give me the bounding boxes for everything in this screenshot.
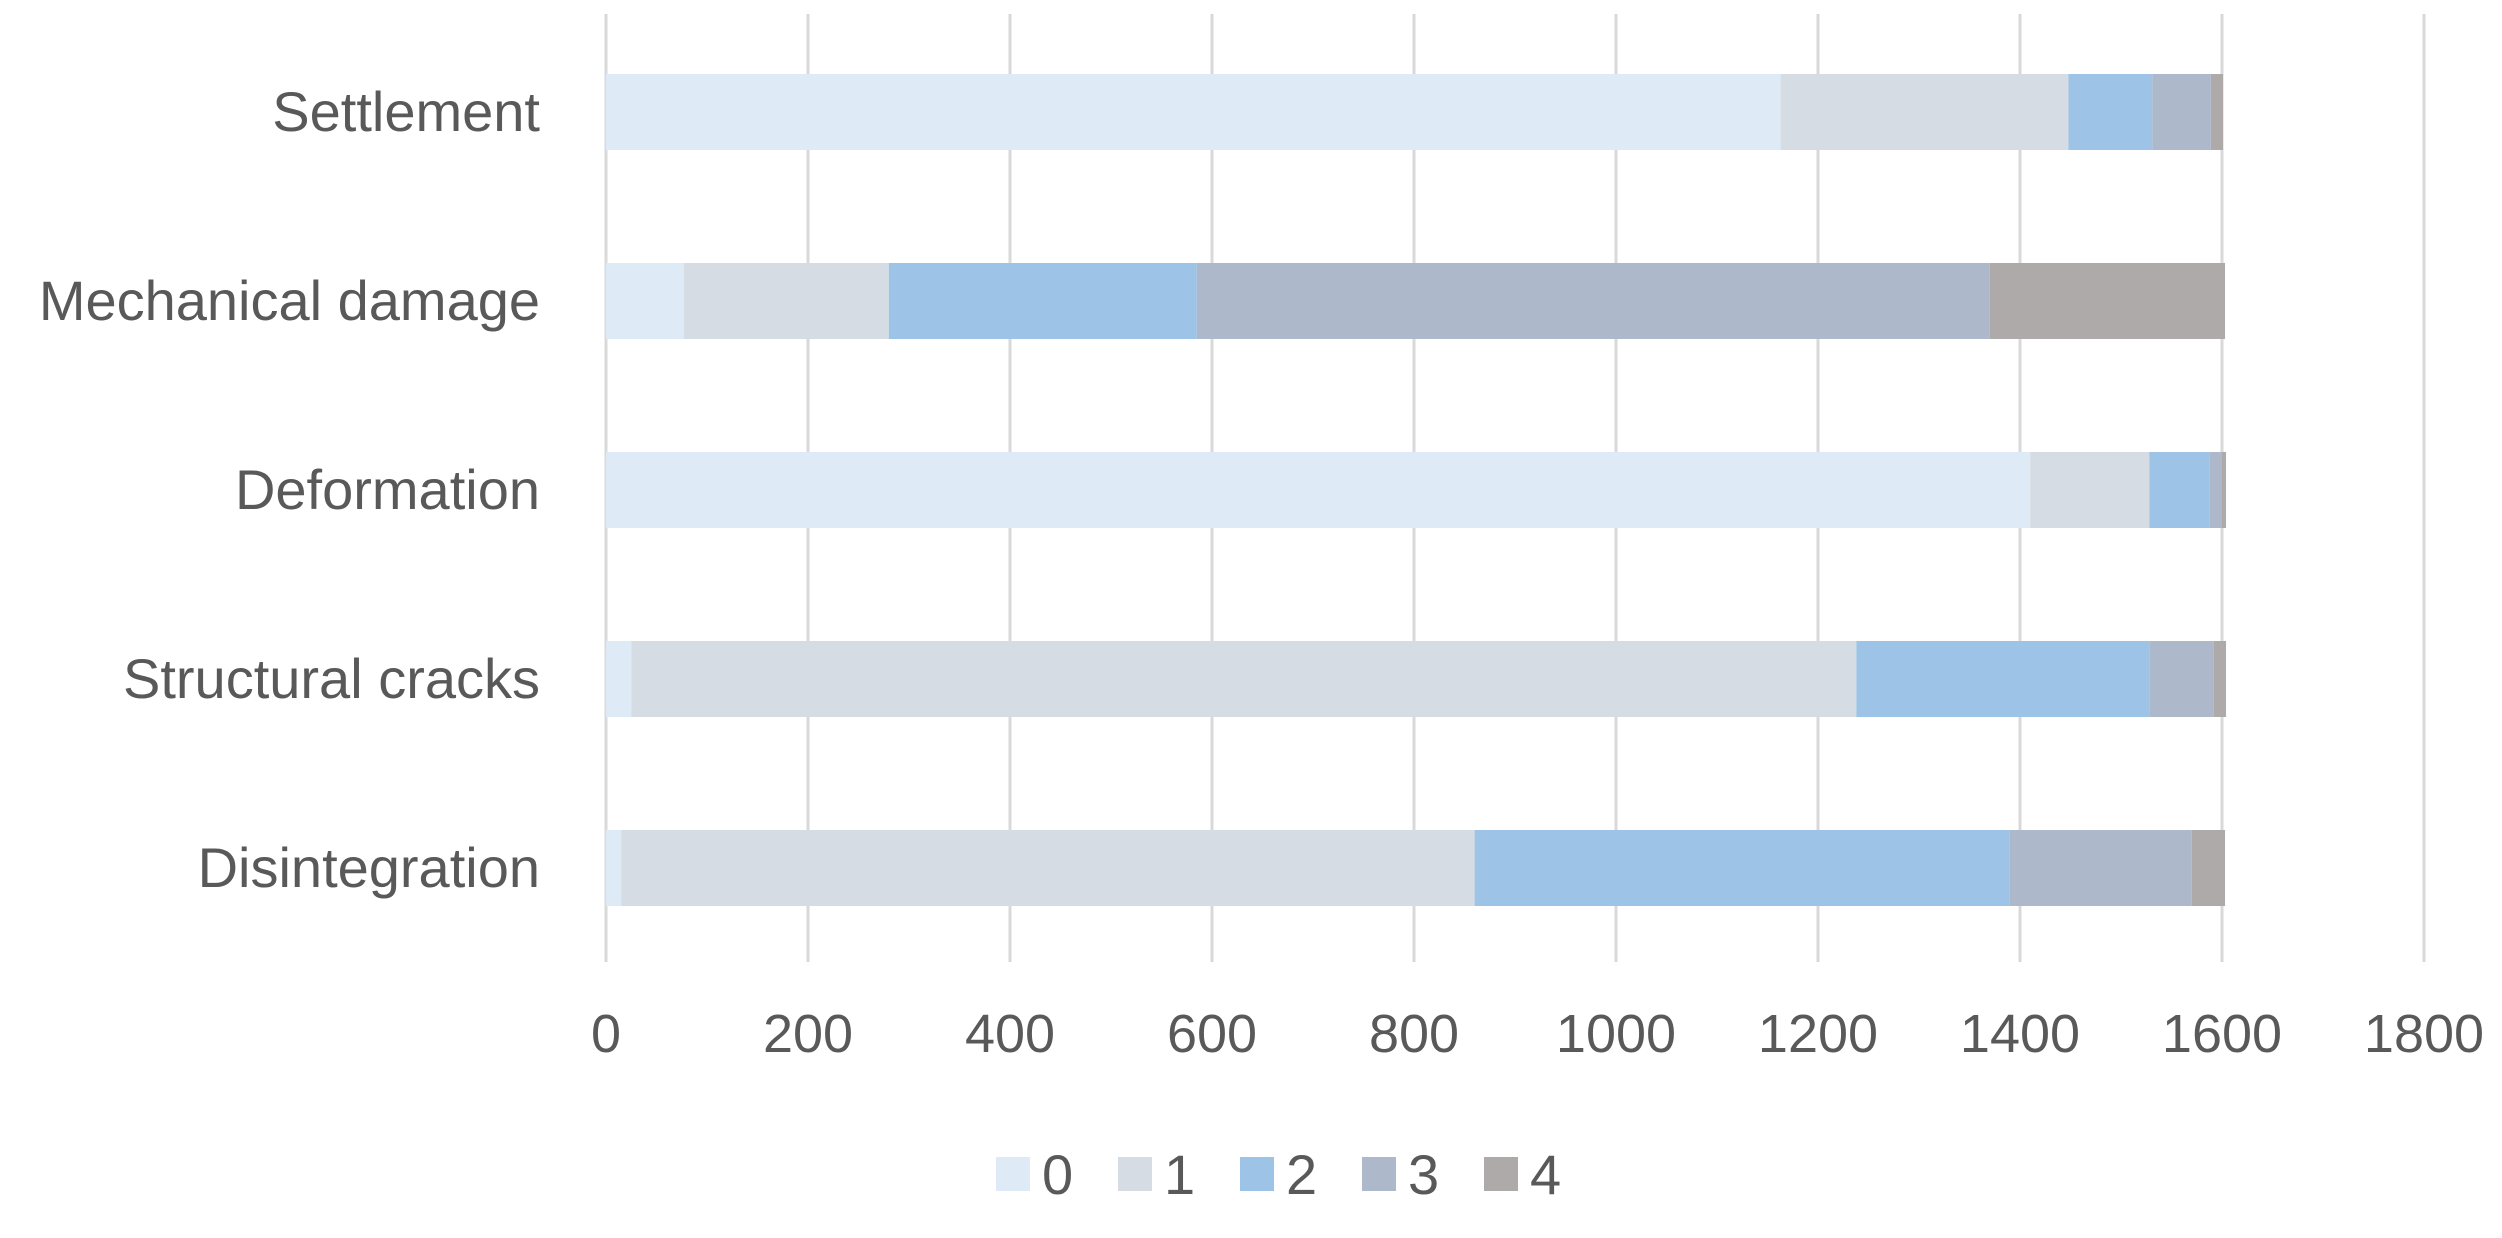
bar-segment-settlement-2	[2068, 74, 2153, 150]
category-label: Disintegration	[198, 836, 540, 899]
x-tick-label: 600	[1167, 1004, 1257, 1064]
x-tick-label: 1600	[2162, 1004, 2282, 1064]
bar-segment-deformation-1	[2030, 452, 2150, 528]
legend: 0 1 2 3 4	[996, 1143, 1561, 1206]
bar-segment-mechanical-damage-4	[1989, 263, 2226, 339]
bar-segment-disintegration-4	[2191, 830, 2226, 906]
bar-segment-settlement-0	[606, 74, 1781, 150]
bar-segment-deformation-3	[2209, 452, 2222, 528]
category-labels: Settlement Mechanical damage Deformation St…	[39, 80, 541, 899]
category-label: Mechanical damage	[39, 269, 540, 332]
bar-segment-settlement-3	[2152, 74, 2211, 150]
legend-swatch-1	[1118, 1157, 1152, 1191]
bar-segment-settlement-1	[1780, 74, 2069, 150]
x-tick-label: 1400	[1960, 1004, 2080, 1064]
x-tick-label: 800	[1369, 1004, 1459, 1064]
x-tick-label: 0	[591, 1004, 621, 1064]
x-tick-label: 1800	[2364, 1004, 2484, 1064]
bar-segment-structural-cracks-1	[631, 641, 1857, 717]
bar-segment-disintegration-0	[606, 830, 622, 906]
bar-segment-structural-cracks-4	[2213, 641, 2227, 717]
bar-segment-mechanical-damage-2	[888, 263, 1197, 339]
legend-label-4: 4	[1530, 1143, 1561, 1206]
bar-segment-mechanical-damage-3	[1196, 263, 1990, 339]
bar-segment-disintegration-2	[1474, 830, 2010, 906]
category-label: Deformation	[235, 458, 540, 521]
legend-swatch-4	[1484, 1157, 1518, 1191]
legend-label-1: 1	[1164, 1143, 1195, 1206]
legend-label-2: 2	[1286, 1143, 1317, 1206]
bar-segment-mechanical-damage-1	[683, 263, 889, 339]
legend-label-0: 0	[1042, 1143, 1073, 1206]
bar-segment-structural-cracks-2	[1856, 641, 2150, 717]
bar-segment-deformation-4	[2222, 452, 2227, 528]
bar-segment-settlement-4	[2210, 74, 2224, 150]
legend-swatch-3	[1362, 1157, 1396, 1191]
bar-segment-mechanical-damage-0	[606, 263, 684, 339]
x-tick-label: 1200	[1758, 1004, 1878, 1064]
bar-segment-deformation-0	[606, 452, 2031, 528]
bar-segment-structural-cracks-3	[2149, 641, 2214, 717]
bar-segment-deformation-2	[2149, 452, 2210, 528]
bars	[606, 74, 2227, 906]
x-tick-label: 200	[763, 1004, 853, 1064]
bar-segment-disintegration-1	[621, 830, 1475, 906]
category-label: Structural cracks	[123, 647, 540, 710]
bar-segment-disintegration-3	[2009, 830, 2192, 906]
legend-swatch-0	[996, 1157, 1030, 1191]
legend-label-3: 3	[1408, 1143, 1439, 1206]
x-tick-labels: 0 200 400 600 800 1000 1200 1400 1600 1800	[591, 1004, 2484, 1064]
bar-segment-structural-cracks-0	[606, 641, 632, 717]
category-label: Settlement	[272, 80, 540, 143]
x-tick-label: 1000	[1556, 1004, 1676, 1064]
legend-swatch-2	[1240, 1157, 1274, 1191]
x-tick-label: 400	[965, 1004, 1055, 1064]
